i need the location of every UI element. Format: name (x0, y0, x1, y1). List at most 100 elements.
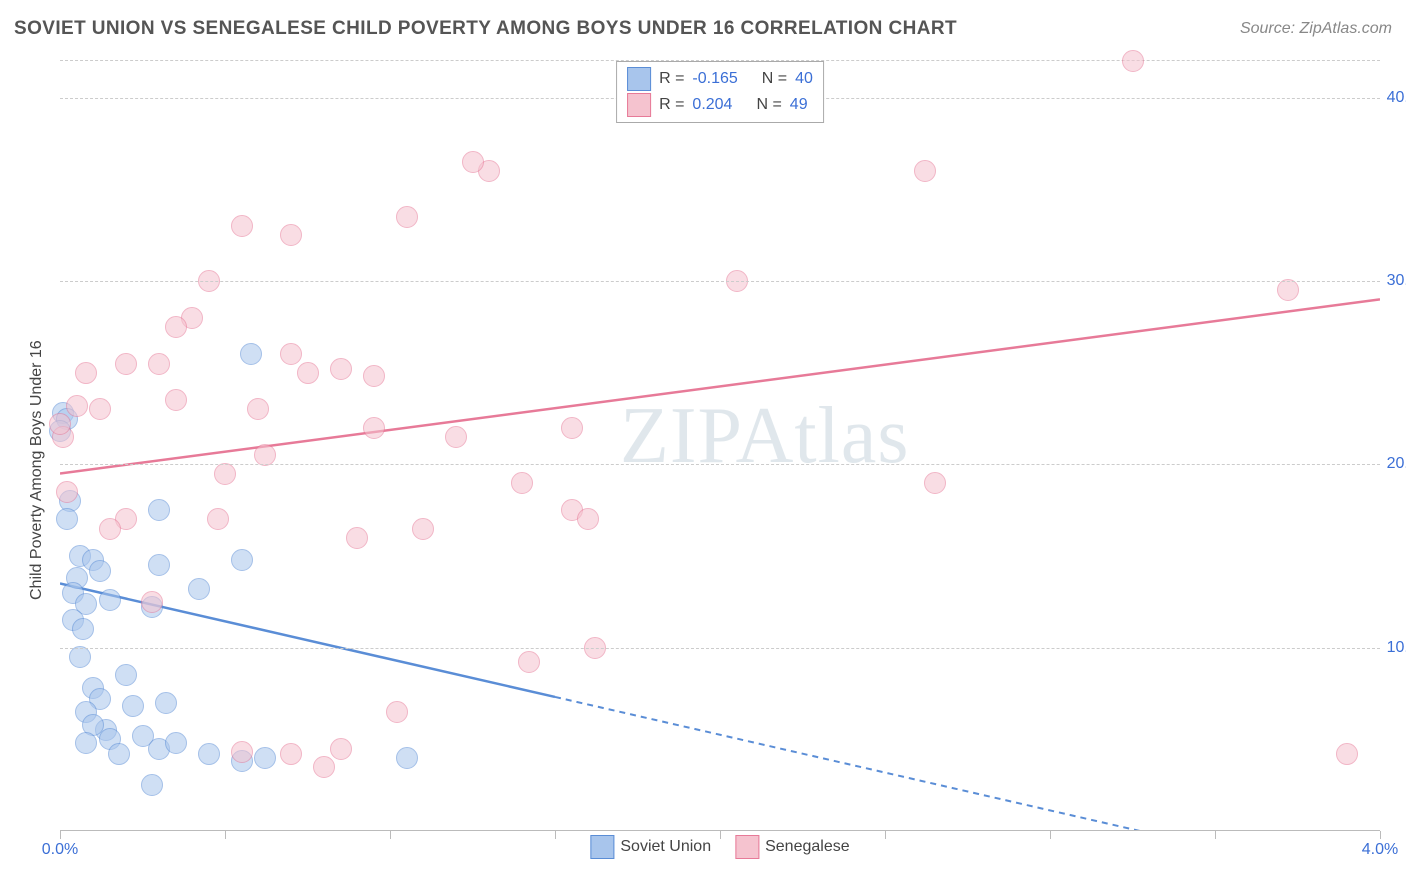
data-point (99, 518, 121, 540)
data-point (280, 343, 302, 365)
data-point (108, 743, 130, 765)
x-tick (1050, 831, 1051, 839)
x-tick-label: 4.0% (1362, 841, 1398, 859)
data-point (99, 589, 121, 611)
data-point (363, 365, 385, 387)
data-point (198, 743, 220, 765)
watermark: ZIPAtlas (620, 391, 910, 482)
data-point (165, 316, 187, 338)
data-point (89, 398, 111, 420)
y-tick-label: 30.0% (1387, 272, 1406, 290)
data-point (141, 591, 163, 613)
data-point (231, 741, 253, 763)
legend-r-value-senegalese: 0.204 (692, 96, 732, 114)
data-point (214, 463, 236, 485)
data-point (231, 549, 253, 571)
data-point (396, 747, 418, 769)
data-point (89, 560, 111, 582)
data-point (313, 756, 335, 778)
x-tick (225, 831, 226, 839)
data-point (511, 472, 533, 494)
legend-item-senegalese: Senegalese (735, 835, 850, 859)
data-point (577, 508, 599, 530)
legend-swatch-soviet-icon (590, 835, 614, 859)
grid-line (60, 464, 1380, 465)
data-point (231, 215, 253, 237)
data-point (330, 358, 352, 380)
data-point (56, 508, 78, 530)
legend-r-label: R = (659, 96, 684, 114)
data-point (280, 743, 302, 765)
data-point (115, 353, 137, 375)
data-point (165, 389, 187, 411)
x-tick-label: 0.0% (42, 841, 78, 859)
data-point (148, 499, 170, 521)
legend-swatch-senegalese-icon (735, 835, 759, 859)
data-point (165, 732, 187, 754)
legend-n-label: N = (756, 96, 781, 114)
data-point (254, 444, 276, 466)
data-point (56, 481, 78, 503)
data-point (914, 160, 936, 182)
legend-row-soviet: R = -0.165 N = 40 (627, 66, 813, 92)
data-point (280, 224, 302, 246)
legend-correlation-box: R = -0.165 N = 40 R = 0.204 N = 49 (616, 61, 824, 123)
x-tick (390, 831, 391, 839)
data-point (115, 664, 137, 686)
legend-label-soviet: Soviet Union (620, 838, 711, 856)
data-point (396, 206, 418, 228)
data-point (247, 398, 269, 420)
legend-n-value-senegalese: 49 (790, 96, 808, 114)
data-point (148, 554, 170, 576)
source-label: Source: ZipAtlas.com (1240, 20, 1392, 38)
data-point (240, 343, 262, 365)
y-tick-label: 20.0% (1387, 455, 1406, 473)
legend-label-senegalese: Senegalese (765, 838, 850, 856)
data-point (1336, 743, 1358, 765)
data-point (1122, 50, 1144, 72)
y-axis-label: Child Poverty Among Boys Under 16 (28, 340, 46, 600)
grid-line (60, 281, 1380, 282)
data-point (188, 578, 210, 600)
data-point (445, 426, 467, 448)
data-point (386, 701, 408, 723)
data-point (69, 646, 91, 668)
legend-r-label: R = (659, 70, 684, 88)
y-tick-label: 40.0% (1387, 89, 1406, 107)
x-tick (1215, 831, 1216, 839)
x-tick (885, 831, 886, 839)
x-tick (60, 831, 61, 839)
data-point (141, 774, 163, 796)
data-point (66, 395, 88, 417)
data-point (75, 732, 97, 754)
data-point (75, 362, 97, 384)
legend-n-value-soviet: 40 (795, 70, 813, 88)
chart-area: ZIPAtlas 10.0%20.0%30.0%40.0% 0.0%4.0% R… (60, 60, 1380, 831)
data-point (518, 651, 540, 673)
legend-n-label: N = (762, 70, 787, 88)
y-tick-label: 10.0% (1387, 639, 1406, 657)
chart-title: SOVIET UNION VS SENEGALESE CHILD POVERTY… (14, 18, 957, 40)
legend-r-value-soviet: -0.165 (692, 70, 737, 88)
data-point (363, 417, 385, 439)
x-tick (1380, 831, 1381, 839)
data-point (72, 618, 94, 640)
data-point (49, 413, 71, 435)
data-point (155, 692, 177, 714)
x-tick (555, 831, 556, 839)
data-point (561, 417, 583, 439)
data-point (462, 151, 484, 173)
grid-line (60, 648, 1380, 649)
legend-item-soviet: Soviet Union (590, 835, 711, 859)
legend-swatch-soviet (627, 67, 651, 91)
legend-series: Soviet Union Senegalese (590, 835, 849, 859)
data-point (1277, 279, 1299, 301)
data-point (254, 747, 276, 769)
data-point (122, 695, 144, 717)
data-point (330, 738, 352, 760)
legend-swatch-senegalese (627, 93, 651, 117)
data-point (412, 518, 434, 540)
data-point (297, 362, 319, 384)
trend-line-dashed (555, 697, 1140, 831)
data-point (346, 527, 368, 549)
